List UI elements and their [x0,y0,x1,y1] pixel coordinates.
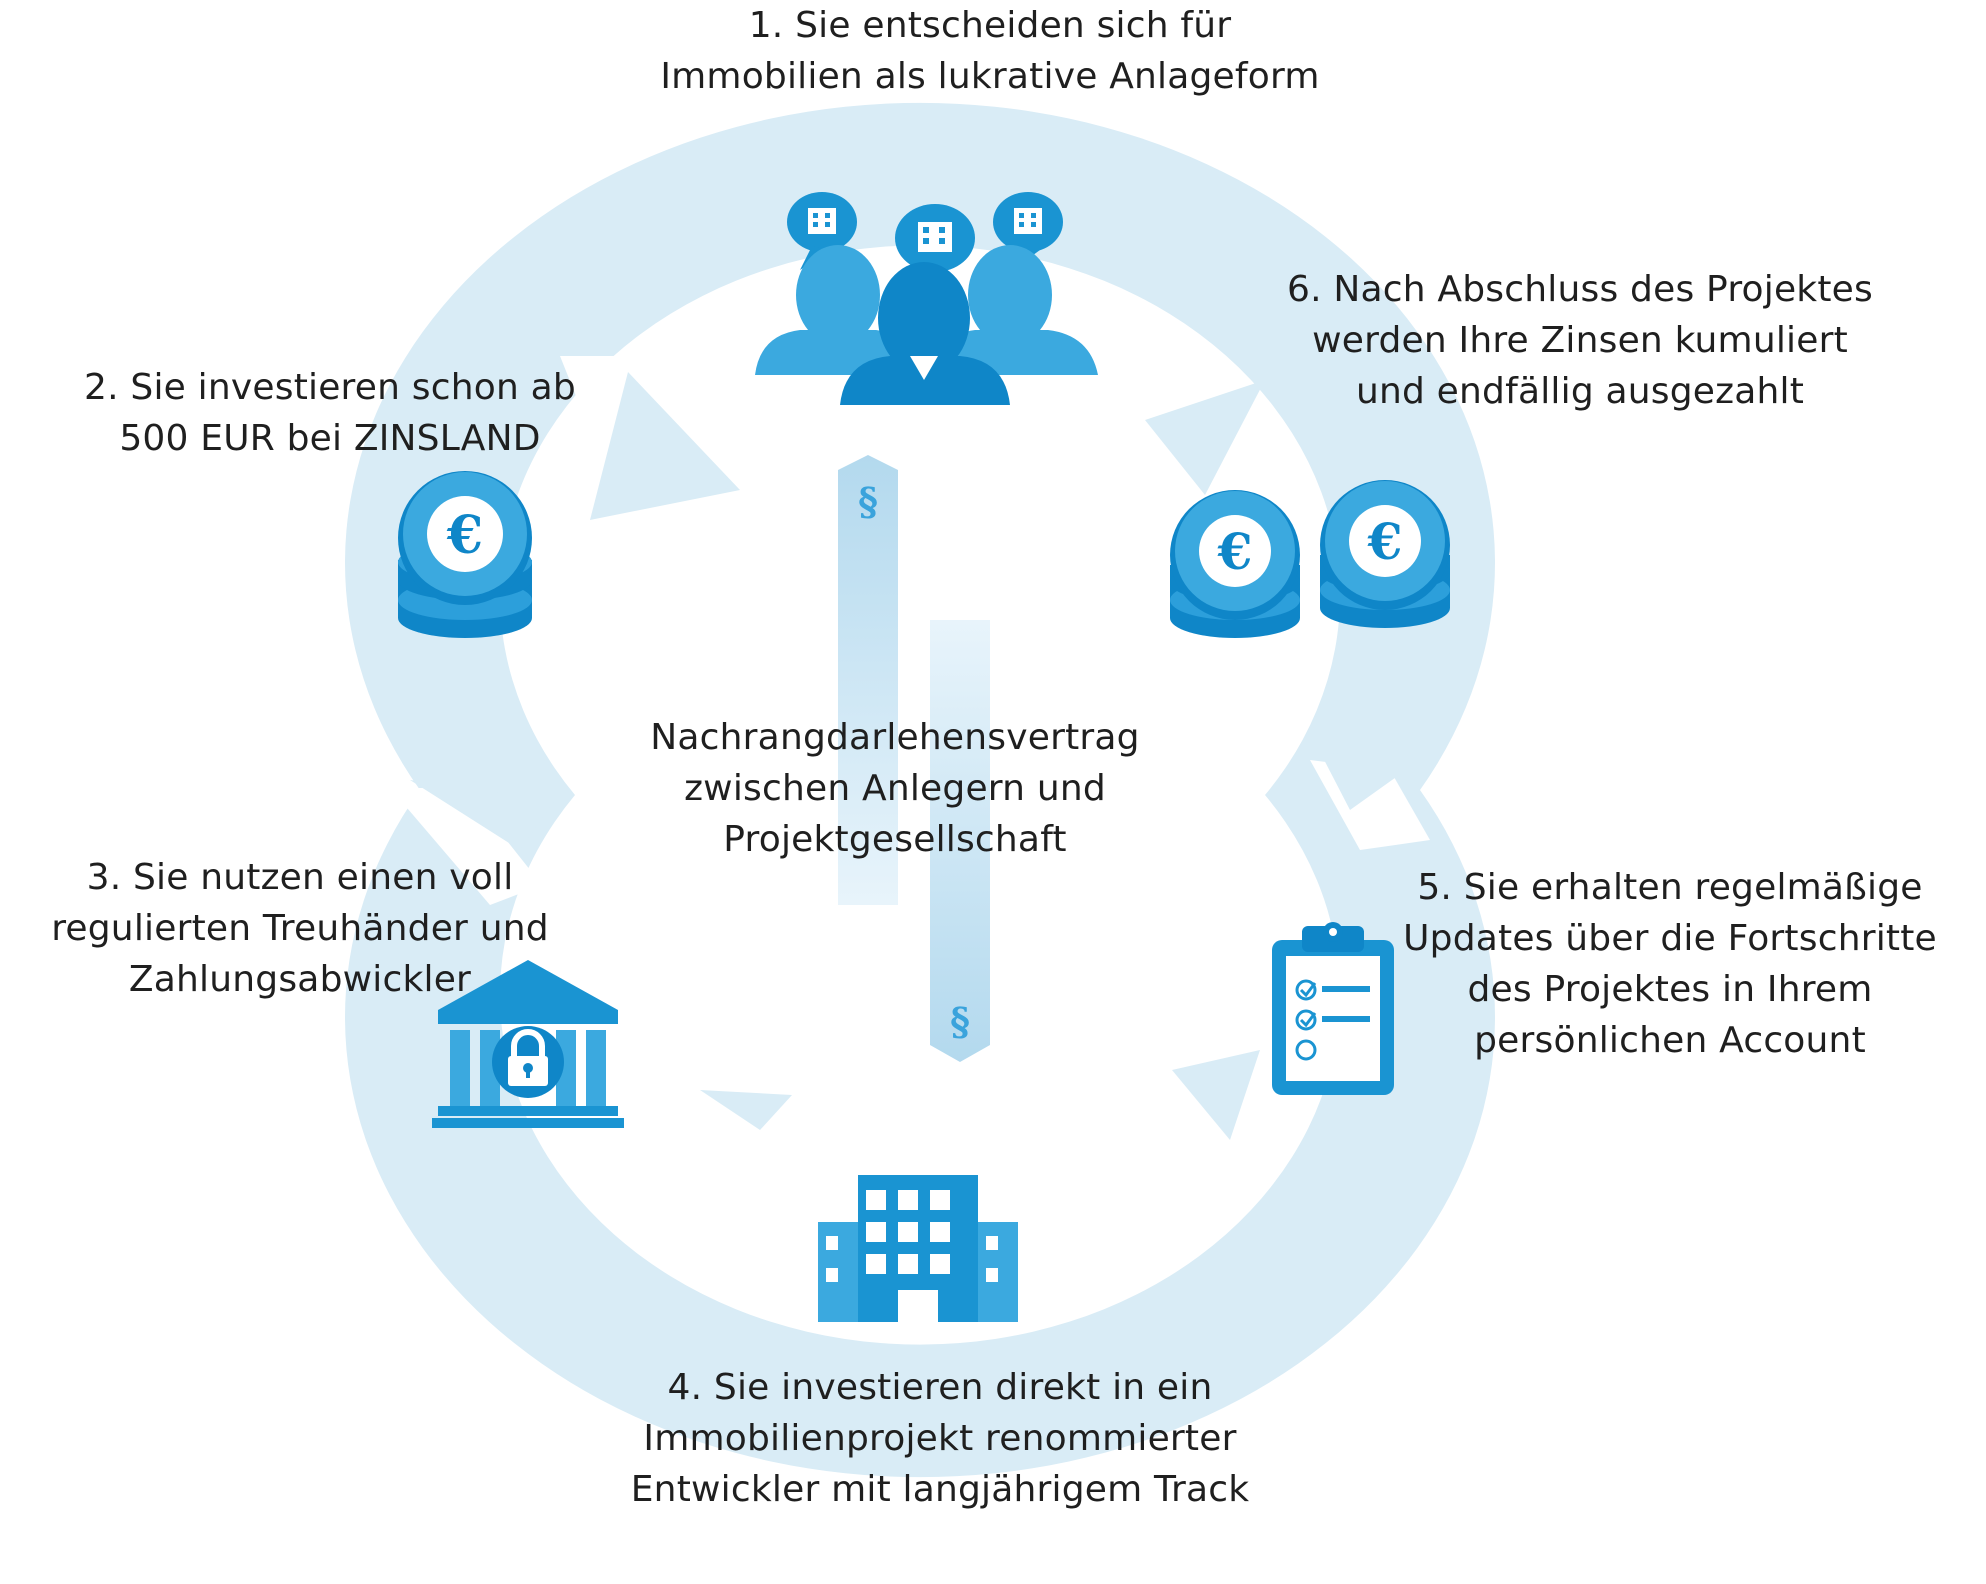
investor-group-icon [755,192,1098,405]
ring-arrowhead [410,780,555,850]
ring-arrowhead [590,372,740,520]
svg-text:€: € [446,505,483,566]
contract-arrow-down: § [930,620,990,1062]
svg-text:€: € [1367,512,1403,571]
step-6-label: 6. Nach Abschluss des Projektes werden I… [1287,269,1873,412]
step-1-label: 1. Sie entscheiden sich für Immobilien a… [660,5,1320,97]
contract-center-label: Nachrangdarlehensvertrag zwischen Anlege… [650,717,1140,860]
ring-arrowhead [1145,380,1265,495]
office-building-icon [818,1175,1018,1322]
contract-arrow-up: § [838,455,898,905]
paragraph-symbol: § [950,999,970,1044]
step-4-label: 4. Sie investieren direkt in ein Immobil… [630,1367,1250,1510]
ring-arrowhead [1172,1050,1260,1140]
euro-coin-stack-icon: € [398,471,532,638]
ring-arrowhead [1320,752,1420,810]
clipboard-checklist-icon [1272,922,1394,1095]
ring-arrowhead [700,1090,792,1130]
euro-coin-stacks-icon: € € [1170,480,1450,638]
svg-text:€: € [1217,522,1253,581]
step-5-label: 5. Sie erhalten regelmäßige Updates über… [1403,867,1937,1061]
step-2-label: 2. Sie investieren schon ab 500 EUR bei … [84,367,576,459]
bank-lock-icon [432,960,624,1128]
paragraph-symbol: § [858,479,878,524]
step-3-label: 3. Sie nutzen einen voll regulierten Tre… [51,857,549,1000]
